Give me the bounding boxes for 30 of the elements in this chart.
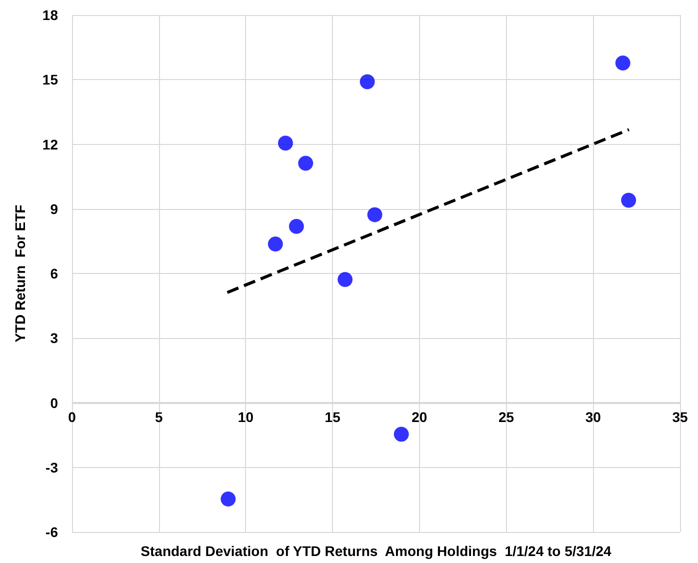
point: [220, 492, 236, 507]
point: [615, 56, 630, 71]
x-tick-label: 5: [154, 409, 163, 425]
point: [394, 426, 409, 442]
x-tick-label: 0: [68, 409, 76, 425]
y-tick-label: 6: [50, 266, 58, 282]
y-tick-label: 15: [42, 72, 58, 88]
point: [367, 207, 382, 222]
y-tick-label: 0: [50, 394, 58, 411]
x-tick-label: 20: [412, 409, 428, 425]
x-tick-label: 30: [585, 409, 602, 425]
x-tick-label: 25: [498, 409, 514, 425]
point: [268, 236, 283, 252]
y-tick-label: 18: [42, 7, 58, 23]
point: [621, 192, 636, 208]
x-tick-label: 15: [324, 409, 341, 425]
y-tick-label: 12: [42, 136, 58, 152]
x-tick-label: 10: [238, 409, 254, 425]
y-tick-label: -3: [46, 459, 58, 476]
y-axis-title: YTD Return For ETF: [12, 204, 28, 342]
point: [338, 272, 353, 288]
y-tick-label: -6: [46, 524, 58, 540]
x-axis-title: Standard Deviation of YTD Returns Among Holdings 1/1/24 to 5/31/24: [140, 543, 612, 559]
x-tick-label: 35: [672, 409, 688, 425]
y-tick-label: 9: [50, 200, 58, 217]
point: [278, 136, 293, 151]
point: [298, 156, 314, 171]
y-tick-label: 3: [50, 330, 58, 346]
point: [360, 74, 375, 90]
point: [288, 218, 304, 234]
